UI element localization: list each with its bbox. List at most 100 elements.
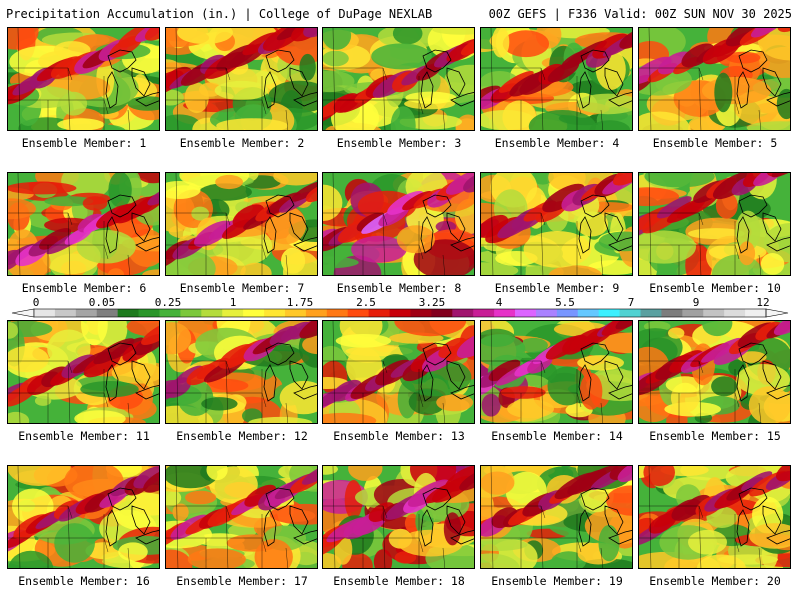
precip-map: [481, 466, 632, 568]
member-map-panel: [322, 465, 475, 569]
member-map-panel: [7, 320, 160, 424]
colorbar-swatch: [368, 309, 390, 317]
colorbar-tick-label: 1.75: [287, 296, 314, 309]
colorbar-swatch: [494, 309, 516, 317]
member-map-panel: [322, 172, 475, 276]
precip-map: [323, 28, 474, 130]
colorbar-swatch: [54, 309, 77, 317]
colorbar-tick-label: 0.25: [155, 296, 182, 309]
colorbar-swatch: [305, 309, 328, 317]
colorbar-swatch: [96, 309, 119, 317]
precip-map: [166, 173, 317, 275]
colorbar-swatch: [473, 309, 495, 317]
precip-map: [323, 173, 474, 275]
precip-map: [481, 321, 632, 423]
ensemble-member-label: Ensemble Member: 17: [176, 574, 308, 588]
colorbar-swatch: [640, 309, 662, 317]
colorbar-tick-label: 3.25: [419, 296, 446, 309]
ensemble-member-label: Ensemble Member: 4: [494, 136, 620, 150]
member-map-panel: [7, 27, 160, 131]
colorbar-tick-label: 5.5: [555, 296, 575, 309]
colorbar-tick-label: 0.05: [89, 296, 116, 309]
ensemble-member-label: Ensemble Member: 10: [649, 281, 781, 295]
precip-map: [166, 28, 317, 130]
colorbar-swatch: [389, 309, 411, 317]
colorbar-swatch: [703, 309, 725, 317]
colorbar-swatch: [117, 309, 139, 317]
colorbar-swatch: [745, 309, 767, 317]
run-valid-time: 00Z GEFS | F336 Valid: 00Z SUN NOV 30 20…: [488, 7, 792, 21]
colorbar-swatch: [724, 309, 746, 317]
member-map-panel: [165, 320, 318, 424]
ensemble-member-label: Ensemble Member: 5: [652, 136, 778, 150]
colorbar-svg: 0 0.05 0.25 1 1.75 2.5 3.25 4 5.5 7 9 12: [11, 296, 789, 318]
member-map-panel: [7, 172, 160, 276]
precip-map: [639, 466, 790, 568]
colorbar-tick-label: 1: [230, 296, 237, 309]
colorbar-swatch: [431, 309, 453, 317]
ensemble-member-label: Ensemble Member: 14: [491, 429, 623, 443]
member-map-panel: [165, 172, 318, 276]
precip-map: [323, 321, 474, 423]
precipitation-colorbar: 0 0.05 0.25 1 1.75 2.5 3.25 4 5.5 7 9 12: [0, 296, 800, 320]
ensemble-member-label: Ensemble Member: 13: [333, 429, 465, 443]
ensemble-member-label: Ensemble Member: 16: [18, 574, 150, 588]
member-map-panel: [638, 27, 791, 131]
colorbar-swatch: [556, 309, 579, 317]
colorbar-swatch: [34, 309, 56, 317]
ensemble-member-label: Ensemble Member: 9: [494, 281, 620, 295]
precip-map: [639, 173, 790, 275]
colorbar-swatch: [75, 309, 98, 317]
colorbar-tick-label: 0: [33, 296, 40, 309]
precip-map: [8, 321, 159, 423]
colorbar-swatch: [222, 309, 244, 317]
member-map-panel: [322, 27, 475, 131]
ensemble-member-label: Ensemble Member: 3: [336, 136, 462, 150]
colorbar-swatch: [264, 309, 286, 317]
member-map-panel: [322, 320, 475, 424]
colorbar-swatch: [515, 309, 537, 317]
member-map-panel: [638, 465, 791, 569]
member-map-panel: [165, 465, 318, 569]
precip-map: [323, 466, 474, 568]
colorbar-swatch: [410, 309, 432, 317]
ensemble-member-label: Ensemble Member: 20: [649, 574, 781, 588]
colorbar-swatch: [159, 309, 181, 317]
member-map-panel: [638, 320, 791, 424]
ensemble-member-label: Ensemble Member: 18: [333, 574, 465, 588]
precip-map: [639, 321, 790, 423]
precip-map: [8, 28, 159, 130]
ensemble-member-label: Ensemble Member: 11: [18, 429, 150, 443]
ensemble-member-label: Ensemble Member: 1: [21, 136, 147, 150]
precip-map: [639, 28, 790, 130]
colorbar-swatch: [284, 309, 307, 317]
colorbar-swatch: [326, 309, 349, 317]
member-map-panel: [480, 465, 633, 569]
map-title: Precipitation Accumulation (in.) | Colle…: [6, 7, 433, 21]
member-map-panel: [480, 172, 633, 276]
colorbar-swatch: [243, 309, 265, 317]
precip-map: [8, 466, 159, 568]
colorbar-swatch: [598, 309, 620, 317]
member-map-panel: [480, 320, 633, 424]
colorbar-swatch: [682, 309, 704, 317]
member-map-panel: [165, 27, 318, 131]
ensemble-member-label: Ensemble Member: 2: [179, 136, 305, 150]
colorbar-tick-label: 4: [496, 296, 503, 309]
ensemble-member-label: Ensemble Member: 19: [491, 574, 623, 588]
precip-map: [481, 173, 632, 275]
precip-map: [481, 28, 632, 130]
colorbar-swatch: [577, 309, 600, 317]
member-map-panel: [7, 465, 160, 569]
ensemble-member-label: Ensemble Member: 12: [176, 429, 308, 443]
colorbar-tick-label: 9: [693, 296, 700, 309]
precip-map: [166, 466, 317, 568]
ensemble-member-label: Ensemble Member: 8: [336, 281, 462, 295]
colorbar-swatch: [180, 309, 202, 317]
member-map-panel: [480, 27, 633, 131]
precip-map: [8, 173, 159, 275]
colorbar-tick-label: 12: [756, 296, 769, 309]
ensemble-member-label: Ensemble Member: 6: [21, 281, 147, 295]
colorbar-swatch: [452, 309, 474, 317]
member-map-panel: [638, 172, 791, 276]
